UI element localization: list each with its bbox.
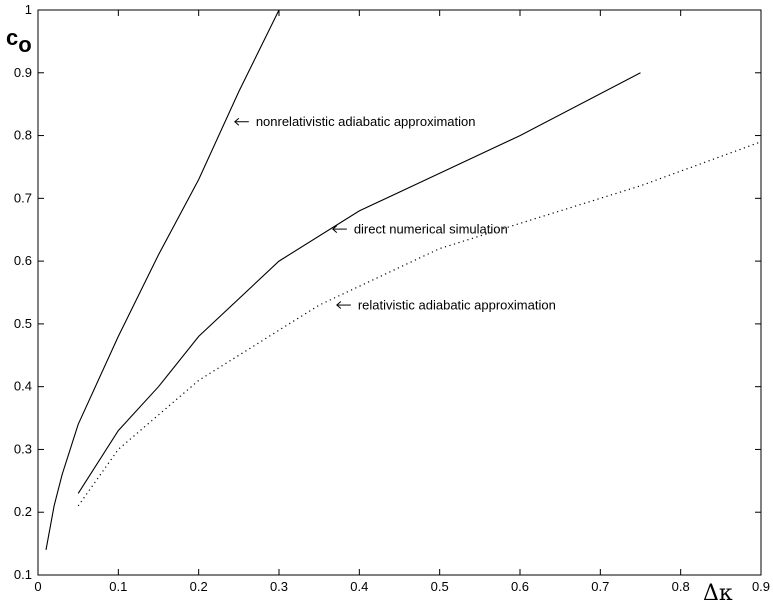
x-tick-label: 0.5 (431, 579, 449, 594)
annotation-arrow-head (234, 117, 240, 126)
annotation-text: nonrelativistic adiabatic approximation (256, 114, 476, 129)
y-tick-label: 0.1 (14, 567, 32, 582)
y-tick-label: 0.5 (14, 316, 32, 331)
axis-ticks: 0 0.1 0.2 0.3 0.4 0.5 0.6 0.7 0.8 0.90.10.20.30.4… (14, 2, 770, 594)
y-tick-label: 1 (25, 2, 32, 17)
x-axis-label: Δκ (703, 581, 733, 606)
annotation-2: direct numerical simulation (332, 222, 508, 237)
series-line-1 (45, 9, 280, 550)
y-tick-label: 0.9 (14, 65, 32, 80)
series-line-2 (77, 72, 641, 494)
annotation-text: direct numerical simulation (354, 222, 508, 237)
x-tick-label: 0.2 (190, 579, 208, 594)
y-axis-label-main: c (6, 25, 18, 50)
series-line-3 (77, 141, 762, 507)
x-tick-label: 0.1 (109, 579, 127, 594)
y-tick-label: 0.6 (14, 253, 32, 268)
y-tick-label: 0.3 (14, 441, 32, 456)
x-tick-label: 0.8 (672, 579, 690, 594)
y-axis-label: co (6, 25, 32, 57)
x-tick-label: 0.6 (511, 579, 529, 594)
y-tick-label: 0.7 (14, 190, 32, 205)
x-tick-label: 0.9 (752, 579, 770, 594)
x-tick-label: 0.4 (350, 579, 368, 594)
annotation-3: relativistic adiabatic approximation (336, 298, 556, 313)
annotation-arrow-head (332, 225, 338, 233)
annotation-arrow-head (336, 301, 342, 309)
annotation-1: nonrelativistic adiabatic approximation (234, 114, 476, 129)
x-tick-label: 0 (34, 579, 41, 594)
x-tick-label: 0.7 (591, 579, 609, 594)
annotations: nonrelativistic adiabatic approximation d… (234, 114, 556, 313)
series-group (45, 9, 762, 550)
annotation-text: relativistic adiabatic approximation (358, 298, 556, 313)
y-axis-label-subscript: o (18, 32, 31, 57)
x-tick-label: 0.3 (270, 579, 288, 594)
y-tick-label: 0.4 (14, 379, 32, 394)
y-tick-label: 0.2 (14, 504, 32, 519)
plot-area (37, 9, 762, 576)
y-tick-label: 0.8 (14, 128, 32, 143)
